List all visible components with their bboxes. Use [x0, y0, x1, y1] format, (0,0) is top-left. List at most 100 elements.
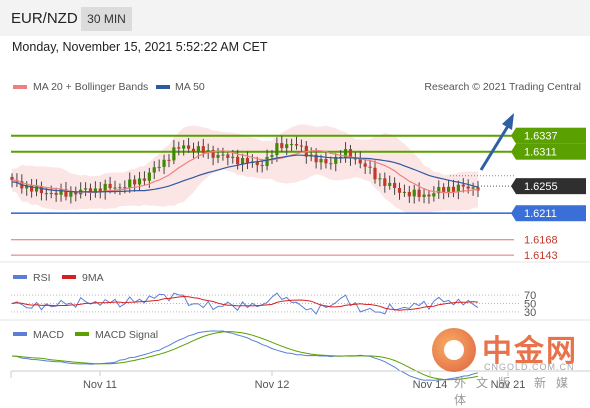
rsi-ma-line	[11, 295, 479, 311]
candle-body	[236, 156, 240, 165]
rsi-ma-legend-label: 9MA	[82, 272, 104, 284]
candle-body	[25, 185, 29, 189]
badge-s1-pointer	[511, 205, 516, 222]
candle-body	[319, 158, 323, 163]
candle-body	[432, 193, 436, 197]
candle-body	[383, 178, 387, 186]
macd-legend-swatch	[13, 332, 27, 336]
candle-body	[226, 154, 230, 158]
candle-body	[280, 143, 284, 149]
timeframe-button[interactable]: 30 MIN	[81, 7, 132, 31]
candle-body	[123, 187, 127, 189]
candle-body	[265, 156, 269, 167]
candle-body	[476, 187, 480, 191]
rsi-ma-legend-swatch	[62, 275, 76, 279]
candle-body	[363, 163, 367, 167]
candle-body	[285, 144, 289, 149]
badge-current-pointer	[511, 178, 516, 195]
candle-body	[30, 185, 34, 192]
badge-s1-bg	[516, 205, 586, 222]
candle-body	[74, 191, 78, 195]
candle-body	[240, 157, 245, 165]
candle-body	[98, 188, 102, 193]
watermark-url: CNGOLD.COM.CN	[484, 362, 575, 372]
signal-legend-swatch	[75, 332, 89, 336]
macd-signal-line	[11, 331, 479, 381]
candle-body	[39, 186, 44, 194]
candle-body	[270, 155, 274, 157]
rsi-level-label-30: 30	[524, 307, 536, 319]
rsi-legend-swatch	[13, 275, 27, 279]
candle-body	[108, 183, 112, 189]
badge-r2-bg	[516, 127, 586, 144]
price-levels	[11, 134, 514, 256]
bollinger-band-area	[12, 124, 478, 215]
candle-body	[221, 154, 225, 156]
candle-body	[133, 179, 137, 185]
candle-body	[44, 193, 48, 195]
candle-body	[378, 178, 382, 180]
candle-body	[324, 158, 328, 164]
macd-line	[11, 330, 479, 381]
candle-body	[255, 161, 259, 166]
candle-body	[245, 157, 250, 164]
price-badges: 1.6337 1.6311 1.6255 1.6211 1.6168 1.6143	[511, 127, 586, 262]
credit-label: Research © 2021 Trading Central	[424, 81, 581, 93]
candle-body	[88, 188, 93, 194]
candle-body	[353, 158, 357, 160]
ma20-line	[11, 149, 479, 194]
candle-body	[466, 186, 470, 189]
candle-body	[299, 145, 304, 147]
candle-body	[128, 179, 132, 188]
candle-body	[167, 159, 171, 161]
candle-body	[461, 184, 465, 187]
candle-body	[54, 192, 58, 195]
watermark-logo-icon	[432, 328, 476, 372]
forecast-arrow	[479, 125, 510, 171]
candle-body	[304, 145, 308, 157]
candle-body	[177, 147, 181, 149]
watermark: 中金网 CNGOLD.COM.CN 外文版·新媒体	[432, 328, 582, 407]
candle-body	[152, 167, 156, 173]
x-tick-label: Nov 14	[413, 379, 448, 391]
candle-body	[103, 183, 107, 193]
candle-body	[446, 186, 451, 192]
rsi-legend-label: RSI	[33, 272, 51, 284]
candle-body	[10, 176, 14, 180]
candle-body	[49, 192, 53, 195]
symbol-label[interactable]: EUR/NZD	[11, 10, 78, 27]
candle-body	[417, 189, 421, 197]
candle-body	[64, 189, 68, 197]
support-label-3: 1.6143	[524, 250, 558, 262]
macd-legend-label: MACD	[33, 329, 64, 341]
candle-body	[393, 182, 397, 189]
ma20-legend-label: MA 20 + Bollinger Bands	[33, 81, 148, 93]
rsi-level-label-70: 70	[524, 290, 536, 302]
candle-body	[290, 144, 294, 146]
candle-body	[314, 154, 318, 163]
watermark-name: 中金网	[482, 334, 578, 369]
signal-legend-label: MACD Signal	[95, 329, 158, 341]
x-tick-label: Nov 12	[255, 379, 290, 391]
candle-body	[294, 144, 299, 146]
candle-body	[402, 191, 407, 193]
candle-body	[456, 184, 460, 192]
candle-body	[93, 188, 97, 194]
candle-body	[83, 188, 88, 190]
x-axis-ticks: Nov 11 Nov 12 Nov 14 Nov 21	[83, 371, 525, 391]
candle-body	[206, 150, 210, 153]
rsi-level-label-50: 50	[524, 299, 536, 311]
candle-body	[162, 159, 166, 167]
ma50-legend-swatch	[156, 85, 170, 89]
candle-body	[358, 158, 362, 164]
candle-body	[397, 188, 402, 193]
support-label-2: 1.6168	[524, 235, 558, 247]
candle-body	[442, 187, 446, 192]
candle-body	[157, 166, 161, 168]
candle-body	[329, 163, 333, 165]
candle-body	[373, 167, 377, 180]
ma20-legend-swatch	[13, 85, 27, 89]
candle-body	[118, 187, 122, 189]
forecast-arrow-head	[502, 113, 514, 130]
